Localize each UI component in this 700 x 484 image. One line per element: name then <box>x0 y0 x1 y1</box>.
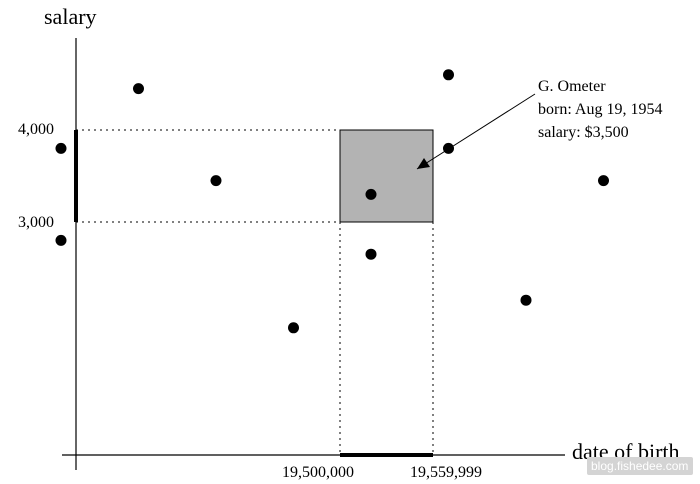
data-point <box>598 175 610 187</box>
watermark-text: blog.fishedee.com <box>591 459 688 473</box>
data-point <box>210 175 222 187</box>
x-tick-label-min: 19,500,000 <box>282 464 354 481</box>
data-point <box>520 294 532 306</box>
y-tick-label-max: 4,000 <box>18 121 54 138</box>
y-axis-label: salary <box>44 4 97 29</box>
data-point <box>365 188 377 200</box>
query-range-box <box>339 129 434 223</box>
data-point <box>443 69 455 81</box>
data-points <box>55 69 610 334</box>
data-point <box>132 83 144 95</box>
annotation-salary: salary: $3,500 <box>538 124 629 141</box>
y-tick-label-min: 3,000 <box>18 214 54 231</box>
watermark-background <box>587 457 693 475</box>
annotation-arrow <box>416 93 536 170</box>
annotation-arrowhead <box>417 158 430 169</box>
x-tick-label-max: 19,559,999 <box>410 464 482 481</box>
annotation-name: G. Ometer <box>538 78 606 95</box>
data-point <box>365 248 377 260</box>
annotation-born: born: Aug 19, 1954 <box>538 101 662 118</box>
data-point <box>55 234 67 246</box>
data-point <box>55 142 67 154</box>
data-point <box>287 322 299 334</box>
